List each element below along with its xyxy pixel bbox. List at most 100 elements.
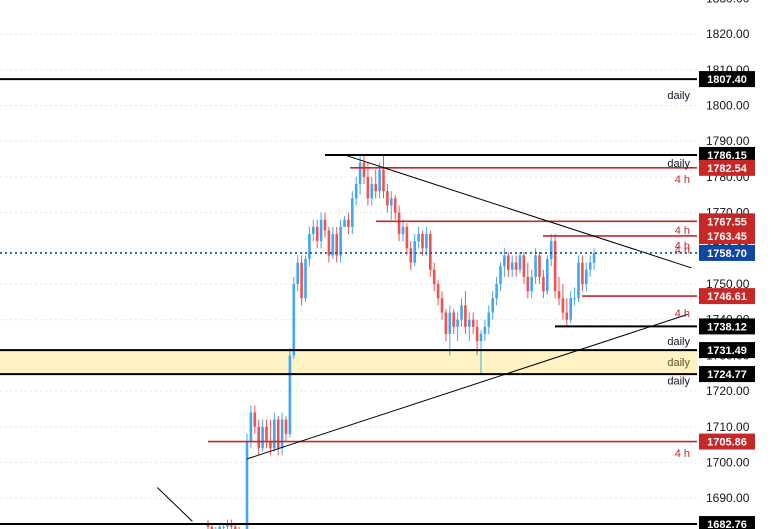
candle-body [370, 184, 374, 199]
candle-body [456, 319, 459, 327]
candle-body [409, 248, 413, 263]
candle-body [354, 184, 358, 199]
price-label-text: 1782.54 [707, 163, 748, 175]
zone-label: daily [667, 357, 690, 369]
candle-body [335, 234, 338, 256]
price-label-text: 1682.76 [707, 519, 747, 529]
price-label-box [699, 366, 755, 383]
candle-body [542, 276, 545, 292]
timeframe-label: 4 h [675, 225, 690, 237]
trendline [156, 487, 193, 522]
candle-body [573, 298, 576, 300]
candle-body [522, 255, 526, 277]
candle-body [366, 176, 370, 199]
candle-body [249, 412, 253, 442]
price-label-box [699, 71, 755, 88]
candle-body [460, 305, 463, 320]
candle-body [222, 526, 225, 528]
candle-body [234, 526, 237, 529]
price-label-text: 1767.55 [707, 216, 747, 228]
price-tick-label: 1710.00 [706, 420, 750, 434]
timeframe-label: 4 h [675, 448, 690, 460]
candle-body [565, 312, 569, 320]
price-label-box [699, 516, 755, 529]
timeframe-label: daily [667, 357, 690, 369]
candle-body [429, 234, 432, 270]
candle-body [577, 262, 580, 299]
candle-body [585, 269, 588, 284]
price-label-box [699, 159, 755, 176]
timeframe-label: daily [667, 90, 690, 102]
candle-body [417, 234, 420, 242]
candle-body [245, 441, 249, 529]
candle-body [300, 262, 303, 299]
trendline [344, 154, 692, 269]
candle-body [483, 326, 487, 334]
timeframe-label: 4 h [675, 240, 690, 252]
price-tick-label: 1800.00 [706, 99, 750, 113]
candle-body [557, 291, 561, 299]
candle-body [561, 298, 565, 313]
candle-body [425, 234, 428, 249]
candle-body [339, 226, 342, 256]
candle-body [436, 284, 440, 299]
candle-body [218, 526, 221, 529]
price-label-text: 1807.40 [707, 74, 747, 86]
candle-body [510, 262, 514, 270]
candle-body [393, 198, 397, 213]
candle-body [507, 255, 510, 270]
price-label-text: 1731.49 [707, 345, 747, 357]
timeframe-label: daily [667, 336, 690, 348]
price-label-box [699, 227, 755, 244]
candle-body [479, 333, 483, 342]
candle-body [526, 276, 530, 292]
candle-body [569, 298, 572, 320]
candle-body [390, 198, 393, 206]
price-tick-label: 1690.00 [706, 491, 750, 505]
price-label-text: 1738.12 [707, 321, 747, 333]
candle-body [588, 262, 592, 270]
candles [206, 155, 596, 529]
candle-body [471, 319, 475, 327]
price-label-text: 1705.86 [707, 437, 747, 449]
candle-body [538, 255, 541, 277]
timeframe-label: 4 h [675, 174, 690, 186]
candle-body [464, 305, 467, 327]
candle-body [546, 259, 549, 292]
candle-body [499, 266, 502, 284]
candle-body [257, 426, 260, 449]
candle-body [495, 284, 498, 299]
candle-body [319, 219, 323, 242]
price-tick-label: 1700.00 [706, 456, 750, 470]
candle-body [448, 312, 452, 334]
candle-body [487, 312, 491, 327]
price-label-box [699, 342, 755, 359]
price-tick-label: 1790.00 [706, 134, 750, 148]
price-label-text: 1746.61 [707, 291, 747, 303]
candle-body [323, 219, 327, 231]
candle-body [304, 259, 307, 299]
candle-body [397, 212, 401, 235]
candle-body [261, 426, 264, 449]
candle-body [382, 169, 385, 192]
trendlines [156, 154, 692, 522]
price-tick-label: 1820.00 [706, 27, 750, 41]
candle-body [440, 298, 444, 313]
price-label-text: 1786.15 [707, 150, 747, 162]
candle-body [518, 255, 522, 270]
candle-body [468, 319, 471, 327]
candle-body [421, 234, 424, 249]
candle-body [386, 191, 389, 206]
candle-body [534, 255, 537, 277]
candle-body [351, 198, 354, 227]
candle-body [362, 162, 366, 177]
candle-body [592, 252, 596, 263]
candle-body [452, 312, 455, 327]
candle-body [343, 219, 346, 227]
candle-body [265, 426, 268, 442]
candle-body [312, 226, 315, 235]
level-labels: 1807.40 daily 1786.15 daily 1782.54 4 h 1767.5… [667, 71, 755, 529]
candle-body [491, 298, 494, 313]
candle-body [347, 219, 350, 227]
